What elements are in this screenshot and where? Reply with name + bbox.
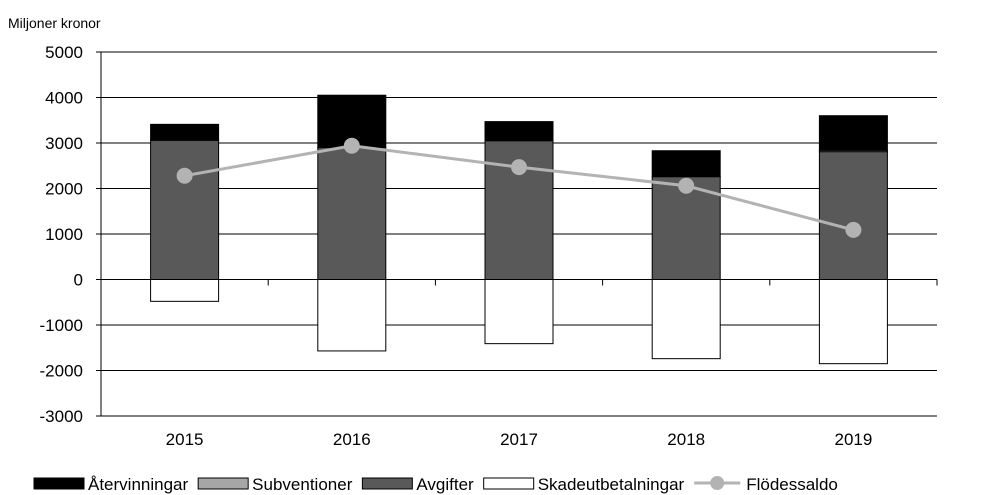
x-tick-label: 2018 bbox=[667, 430, 705, 449]
legend-marker bbox=[710, 476, 725, 490]
legend-item: Flödessaldo bbox=[694, 475, 838, 494]
bar-skadeutbetalningar-2016 bbox=[317, 279, 387, 352]
legend-label: Avgifter bbox=[416, 475, 474, 494]
bar-återvinningar-2019 bbox=[818, 115, 888, 151]
y-tick-label: -3000 bbox=[40, 407, 83, 426]
flodessaldo-point-2015 bbox=[176, 167, 193, 184]
bar-avgifter-2018 bbox=[651, 176, 721, 280]
flodessaldo-point-2018 bbox=[678, 177, 695, 194]
x-tick-label: 2016 bbox=[333, 430, 371, 449]
legend-label: Flödessaldo bbox=[746, 475, 838, 494]
y-tick-label: 3000 bbox=[45, 134, 83, 153]
y-tick-label: 4000 bbox=[45, 89, 83, 108]
legend-label: Återvinningar bbox=[88, 475, 189, 494]
bar-skadeutbetalningar-2017 bbox=[484, 279, 554, 345]
legend-swatch bbox=[483, 477, 535, 490]
legend-item: Återvinningar bbox=[33, 475, 189, 494]
y-tick-label: 2000 bbox=[45, 180, 83, 199]
legend-swatch bbox=[361, 477, 413, 490]
bar-återvinningar-2018 bbox=[651, 150, 721, 178]
y-tick-label: 1000 bbox=[45, 225, 83, 244]
legend-label: Skadeutbetalningar bbox=[538, 475, 685, 494]
legend: Återvinningar Subventioner Avgifter Skadeut… bbox=[33, 475, 838, 494]
bar-skadeutbetalningar-2018 bbox=[651, 279, 721, 360]
x-tick-label: 2015 bbox=[166, 430, 204, 449]
bars bbox=[150, 94, 888, 365]
y-tick-label: -1000 bbox=[40, 316, 83, 335]
flodessaldo-point-2017 bbox=[511, 159, 527, 176]
x-tick-label: 2019 bbox=[834, 430, 872, 449]
x-tick-label: 2017 bbox=[500, 430, 538, 449]
bar-avgifter-2019 bbox=[818, 151, 888, 281]
y-tick-label: 0 bbox=[74, 271, 83, 290]
legend-item: Skadeutbetalningar bbox=[483, 475, 685, 494]
y-tick-label: 5000 bbox=[45, 43, 83, 62]
legend-swatch bbox=[197, 477, 249, 490]
legend-item: Avgifter bbox=[361, 475, 474, 494]
flodessaldo-point-2019 bbox=[845, 221, 862, 238]
legend-item: Subventioner bbox=[197, 475, 353, 494]
bar-skadeutbetalningar-2019 bbox=[818, 279, 888, 365]
y-tick-labels: 5000 4000 3000 2000 1000 0 -1000 -2000 -3000 bbox=[40, 43, 83, 426]
bar-skadeutbetalningar-2015 bbox=[150, 279, 220, 302]
legend-swatch bbox=[33, 477, 85, 490]
flodessaldo-point-2016 bbox=[343, 137, 360, 154]
bar-avgifter-2015 bbox=[150, 139, 220, 280]
y-tick-label: -2000 bbox=[40, 362, 83, 381]
line-series bbox=[176, 137, 862, 238]
legend-label: Subventioner bbox=[252, 475, 353, 494]
x-tick-labels: 2015 2016 2017 2018 2019 bbox=[166, 430, 873, 449]
y-axis-title: Miljoner kronor bbox=[8, 15, 101, 31]
bar-återvinningar-2017 bbox=[484, 121, 554, 142]
bar-återvinningar-2015 bbox=[150, 123, 220, 141]
axes bbox=[96, 51, 938, 417]
bar-avgifter-2016 bbox=[317, 147, 387, 280]
